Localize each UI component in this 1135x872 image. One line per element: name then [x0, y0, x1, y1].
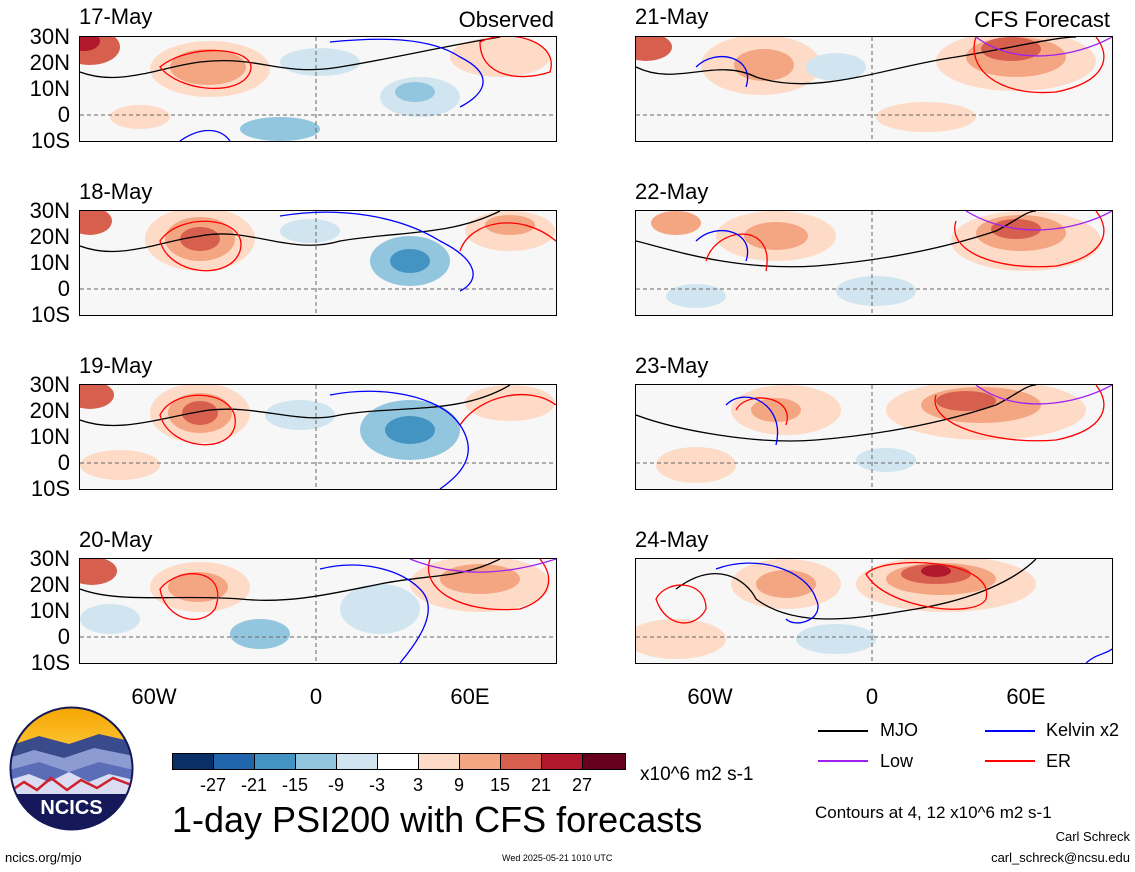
lat-label: 10N	[29, 424, 70, 449]
panel-date: 22-May	[635, 179, 709, 204]
panel-tag: CFS Forecast	[974, 7, 1110, 32]
lon-label: 60W	[131, 684, 177, 709]
legend-swatch-er	[985, 760, 1035, 762]
panel-date: 17-May	[79, 4, 153, 29]
footer-url[interactable]: ncics.org/mjo	[5, 850, 82, 865]
contours-note: Contours at 4, 12 x10^6 m2 s-1	[815, 803, 1052, 822]
lat-label: 10S	[30, 128, 70, 153]
lat-label: 0	[57, 276, 70, 301]
colorbar-label: -15	[281, 775, 308, 795]
lat-label: 30N	[29, 546, 70, 571]
lon-label: 0	[309, 684, 323, 709]
legend-label: ER	[1046, 751, 1072, 771]
legend-swatch-kelvin	[985, 730, 1035, 732]
lat-label: 20N	[29, 50, 70, 75]
panel-date: 23-May	[635, 353, 709, 378]
map-panel	[79, 384, 557, 490]
legend-label: Low	[880, 751, 914, 771]
lon-label: 0	[865, 684, 879, 709]
main-title: 1-day PSI200 with CFS forecasts	[172, 799, 703, 840]
colorbar-label: -21	[240, 775, 267, 795]
colorbar-swatch	[500, 753, 542, 770]
colorbar-swatch	[172, 753, 214, 770]
lat-label: 10S	[30, 476, 70, 501]
logo-text: NCICS	[40, 797, 102, 819]
footer-timestamp: Wed 2025-05-21 1010 UTC	[502, 853, 613, 863]
colorbar-label: 3	[412, 775, 423, 795]
lat-label: 20N	[29, 572, 70, 597]
lat-label: 20N	[29, 398, 70, 423]
lat-label: 10S	[30, 650, 70, 675]
colorbar-swatch	[213, 753, 255, 770]
colorbar	[172, 753, 626, 770]
map-panel	[635, 558, 1113, 664]
colorbar-swatch	[459, 753, 501, 770]
lat-label: 10N	[29, 598, 70, 623]
panel-date: 18-May	[79, 179, 153, 204]
lat-label: 10N	[29, 76, 70, 101]
map-panel	[79, 210, 557, 316]
footer-author: Carl Schreck	[1055, 829, 1130, 844]
colorbar-label: -3	[368, 775, 385, 795]
panel-date: 24-May	[635, 527, 709, 552]
footer-email[interactable]: carl_schreck@ncsu.edu	[991, 850, 1130, 865]
colorbar-swatch	[295, 753, 337, 770]
panel-date: 19-May	[79, 353, 153, 378]
lat-label: 0	[57, 450, 70, 475]
legend-label: Kelvin x2	[1046, 720, 1120, 740]
colorbar-swatch	[336, 753, 378, 770]
legend-swatch-mjo	[818, 730, 868, 732]
ncics-logo: NCICS	[9, 706, 134, 831]
map-panel	[79, 36, 557, 142]
lon-label: 60W	[687, 684, 733, 709]
colorbar-label: -9	[327, 775, 344, 795]
colorbar-swatch	[418, 753, 460, 770]
lon-label: 60E	[450, 684, 490, 709]
colorbar-label: 9	[453, 775, 464, 795]
colorbar-label: 27	[571, 775, 593, 795]
lat-label: 30N	[29, 24, 70, 49]
panel-tag: Observed	[458, 7, 554, 32]
legend-swatch-low	[818, 760, 868, 762]
panel-date: 20-May	[79, 527, 153, 552]
map-panel	[635, 210, 1113, 316]
lat-label: 0	[57, 102, 70, 127]
colorbar-swatch	[254, 753, 296, 770]
lat-label: 30N	[29, 372, 70, 397]
lon-label: 60E	[1006, 684, 1046, 709]
lat-label: 10N	[29, 250, 70, 275]
colorbar-label: -27	[199, 775, 226, 795]
lat-label: 0	[57, 624, 70, 649]
map-panel	[635, 384, 1113, 490]
panel-date: 21-May	[635, 4, 709, 29]
lat-label: 20N	[29, 224, 70, 249]
map-panel	[635, 36, 1113, 142]
lat-label: 10S	[30, 302, 70, 327]
map-panel	[79, 558, 557, 664]
lat-label: 30N	[29, 198, 70, 223]
colorbar-swatch	[582, 753, 626, 770]
colorbar-swatch	[541, 753, 583, 770]
legend-label: MJO	[880, 720, 918, 740]
colorbar-swatch	[377, 753, 419, 770]
colorbar-units: x10^6 m2 s-1	[640, 764, 754, 785]
colorbar-label: 21	[530, 775, 552, 795]
colorbar-label: 15	[489, 775, 511, 795]
